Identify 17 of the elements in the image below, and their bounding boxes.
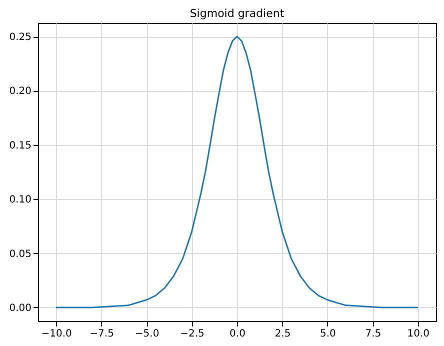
chart-title: Sigmoid gradient xyxy=(190,7,285,20)
x-tick-label: 0.0 xyxy=(230,328,246,340)
y-tick-label: 0.25 xyxy=(9,32,32,44)
x-tick-label: 5.0 xyxy=(320,328,336,340)
y-tick-label: 0.10 xyxy=(9,194,32,206)
line-series xyxy=(55,36,419,308)
x-tick-label: −5.0 xyxy=(134,328,160,340)
y-tick-label: 0.20 xyxy=(9,86,32,98)
x-tick-label: −7.5 xyxy=(90,328,114,340)
y-tick-label: 0.05 xyxy=(9,248,32,260)
x-tick-label: −2.5 xyxy=(180,328,204,340)
y-tick-label: 0.15 xyxy=(9,140,32,152)
y-tick-label: 0.00 xyxy=(9,302,32,314)
x-tick-label: 10.0 xyxy=(407,328,430,340)
x-tick-label: 7.5 xyxy=(365,328,382,340)
x-tick-label: 2.5 xyxy=(274,328,291,340)
x-tick-label: −10.0 xyxy=(41,328,72,340)
